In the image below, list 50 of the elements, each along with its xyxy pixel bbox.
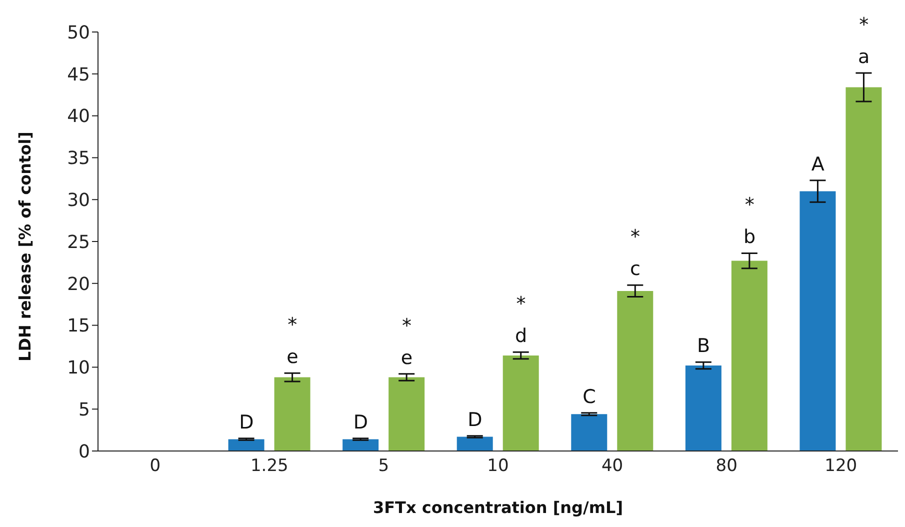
annotation: e [400, 346, 413, 369]
y-tick-label: 15 [67, 316, 90, 337]
annotation: B [697, 335, 710, 358]
annotation: D [468, 408, 482, 431]
bar [685, 366, 722, 451]
annotation: * [516, 293, 526, 316]
annotation: a [858, 46, 870, 68]
bar [800, 191, 836, 451]
x-tick-label: 10 [487, 456, 509, 476]
annotation: e [286, 346, 298, 368]
annotation: D [239, 411, 254, 434]
y-tick-label: 30 [67, 190, 90, 211]
y-axis-title: LDH release [% of contol] [16, 132, 35, 362]
y-tick-label: 20 [67, 274, 90, 295]
annotation: d [514, 325, 528, 348]
x-tick-label: 80 [716, 456, 738, 476]
y-tick-label: 50 [67, 22, 90, 44]
y-tick-label: 0 [78, 441, 90, 462]
y-tick-label: 45 [67, 64, 90, 86]
bar [388, 377, 425, 451]
annotation: * [402, 314, 412, 337]
y-tick-label: 25 [67, 232, 90, 253]
annotation: * [744, 194, 754, 216]
x-tick-label: 5 [378, 456, 390, 476]
annotation: A [811, 153, 824, 176]
annotation: b [744, 226, 756, 248]
bar [617, 290, 654, 451]
bar [456, 436, 493, 451]
annotation: C [582, 386, 596, 408]
annotation: * [288, 314, 298, 336]
annotation: * [859, 14, 869, 36]
annotation: * [630, 226, 640, 248]
annotation: c [630, 258, 641, 280]
y-tick-label: 35 [67, 148, 90, 170]
bar [731, 260, 768, 451]
bar [228, 439, 264, 451]
bar [274, 377, 310, 451]
bar [571, 414, 608, 451]
x-tick-label: 40 [601, 456, 624, 476]
x-axis-title: 3FTx concentration [ng/mL] [372, 498, 624, 517]
annotation: D [353, 411, 368, 434]
x-tick-label: 0 [150, 456, 161, 476]
bar [342, 439, 379, 451]
bar [846, 87, 882, 451]
x-tick-label: 1.25 [250, 456, 288, 476]
y-tick-label: 10 [67, 358, 90, 379]
y-tick-label: 5 [78, 399, 90, 420]
bar [502, 355, 539, 451]
x-tick-label: 120 [824, 456, 858, 476]
y-tick-label: 40 [67, 106, 90, 128]
